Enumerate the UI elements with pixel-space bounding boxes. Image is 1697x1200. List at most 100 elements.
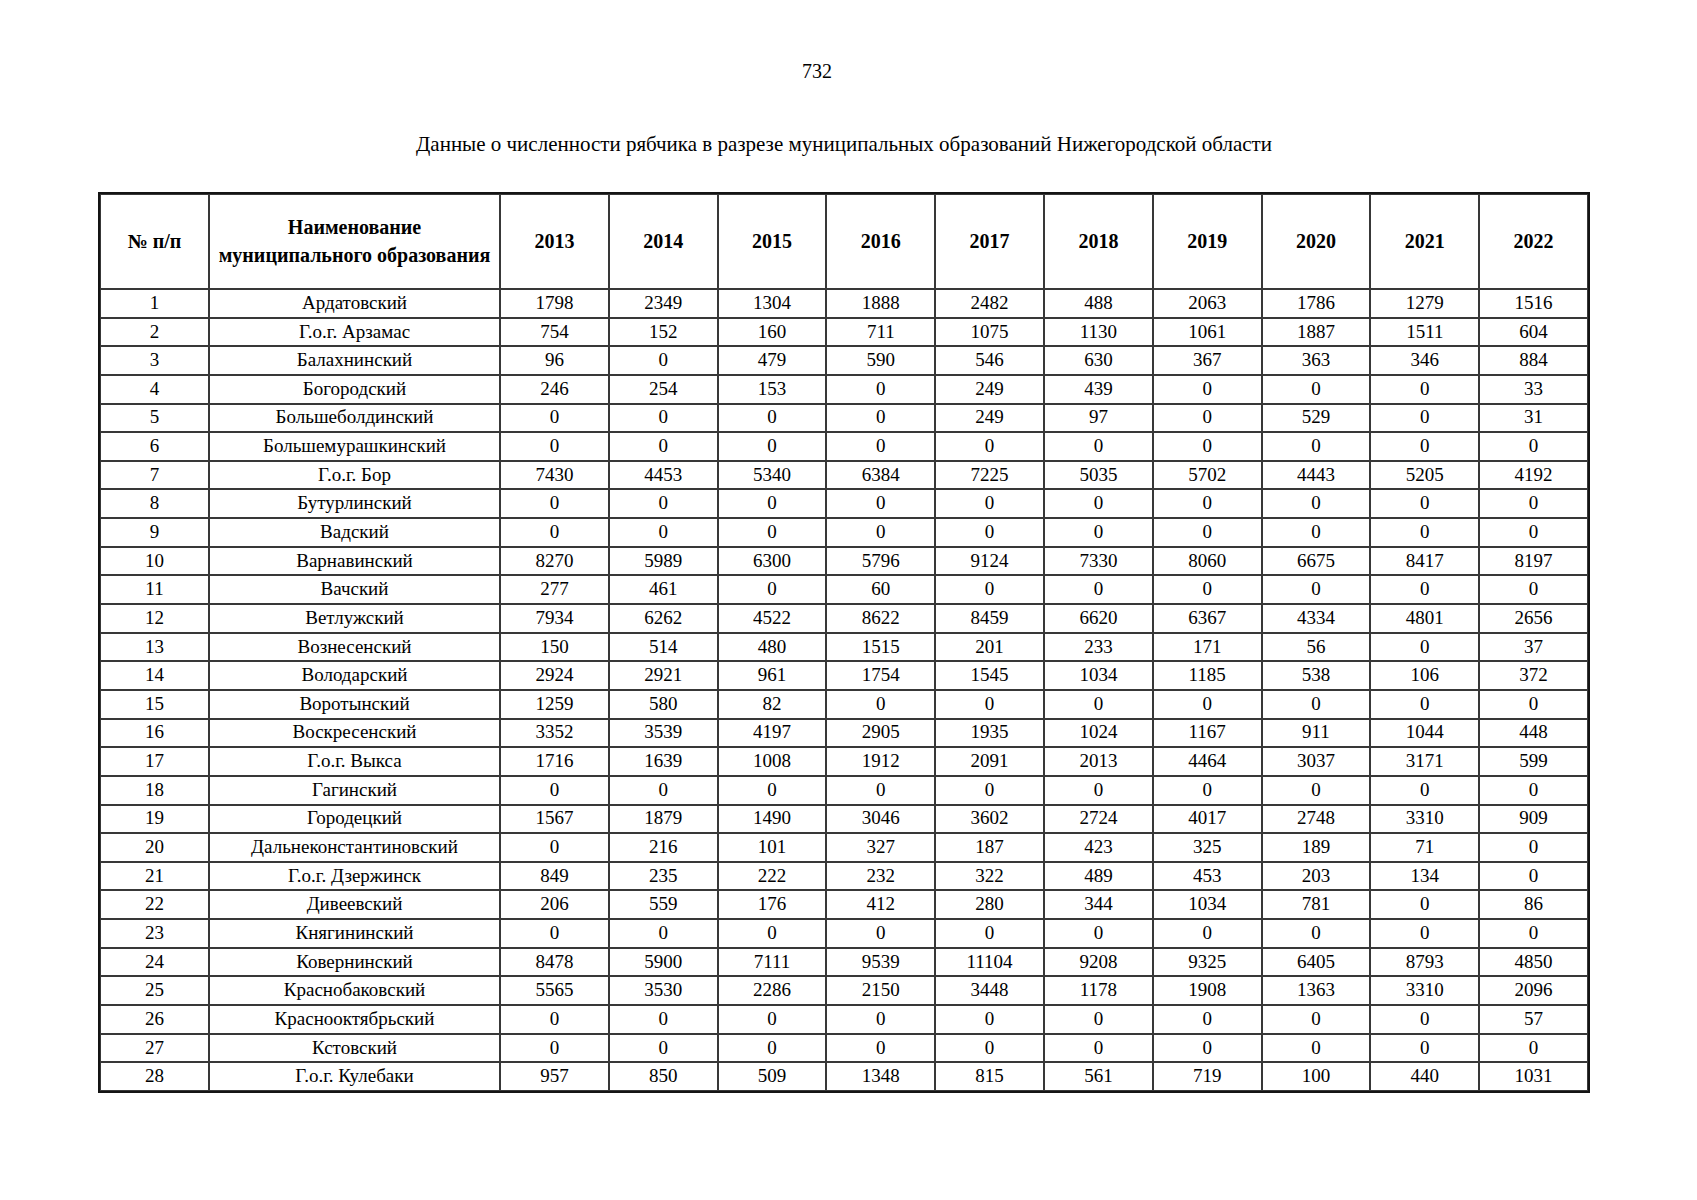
- document-title: Данные о численности рябчика в разрезе м…: [98, 132, 1590, 157]
- count-value: 3310: [1370, 805, 1479, 834]
- municipality-name: Воскресенский: [209, 719, 500, 748]
- count-value: 0: [1370, 690, 1479, 719]
- count-value: 3530: [609, 976, 718, 1005]
- row-number: 5: [100, 404, 209, 433]
- count-value: 6620: [1044, 604, 1153, 633]
- count-value: 8622: [826, 604, 935, 633]
- count-value: 1031: [1479, 1062, 1588, 1091]
- count-value: 546: [935, 346, 1044, 375]
- column-header-year: 2016: [826, 194, 935, 289]
- count-value: 850: [609, 1062, 718, 1091]
- count-value: 2748: [1262, 805, 1371, 834]
- municipality-name: Ковернинский: [209, 948, 500, 977]
- municipality-name: Дивеевский: [209, 890, 500, 919]
- table-row: 23Княгининский0000000000: [100, 919, 1588, 948]
- row-number: 6: [100, 432, 209, 461]
- count-value: 5205: [1370, 461, 1479, 490]
- count-value: 1511: [1370, 318, 1479, 347]
- count-value: 0: [609, 346, 718, 375]
- count-value: 97: [1044, 404, 1153, 433]
- count-value: 849: [500, 862, 609, 891]
- count-value: 0: [609, 489, 718, 518]
- count-value: 0: [1370, 890, 1479, 919]
- count-value: 0: [1153, 404, 1262, 433]
- count-value: 0: [826, 919, 935, 948]
- count-value: 246: [500, 375, 609, 404]
- municipality-name: Г.о.г. Бор: [209, 461, 500, 490]
- count-value: 0: [1370, 489, 1479, 518]
- count-value: 4453: [609, 461, 718, 490]
- column-header-year: 2017: [935, 194, 1044, 289]
- count-value: 160: [718, 318, 827, 347]
- count-value: 233: [1044, 633, 1153, 662]
- count-value: 0: [1044, 432, 1153, 461]
- count-value: 8793: [1370, 948, 1479, 977]
- count-value: 1075: [935, 318, 1044, 347]
- count-value: 134: [1370, 862, 1479, 891]
- count-value: 909: [1479, 805, 1588, 834]
- count-value: 176: [718, 890, 827, 919]
- count-value: 0: [1044, 575, 1153, 604]
- count-value: 0: [1262, 1034, 1371, 1063]
- count-value: 0: [500, 1005, 609, 1034]
- count-value: 280: [935, 890, 1044, 919]
- column-header-year: 2014: [609, 194, 718, 289]
- row-number: 26: [100, 1005, 209, 1034]
- count-value: 2150: [826, 976, 935, 1005]
- page-number: 732: [0, 60, 1634, 83]
- table-row: 14Володарский292429219611754154510341185…: [100, 661, 1588, 690]
- column-header-num: № п/п: [100, 194, 209, 289]
- table-head: № п/пНаименование муниципального образов…: [100, 194, 1588, 289]
- count-value: 9539: [826, 948, 935, 977]
- count-value: 96: [500, 346, 609, 375]
- count-value: 5035: [1044, 461, 1153, 490]
- count-value: 0: [718, 489, 827, 518]
- count-value: 1008: [718, 747, 827, 776]
- count-value: 0: [718, 518, 827, 547]
- count-value: 1185: [1153, 661, 1262, 690]
- table-row: 21Г.о.г. Дзержинск8492352222323224894532…: [100, 862, 1588, 891]
- count-value: 153: [718, 375, 827, 404]
- count-value: 106: [1370, 661, 1479, 690]
- row-number: 16: [100, 719, 209, 748]
- row-number: 21: [100, 862, 209, 891]
- count-value: 4443: [1262, 461, 1371, 490]
- count-value: 0: [609, 518, 718, 547]
- count-value: 5340: [718, 461, 827, 490]
- count-value: 9124: [935, 547, 1044, 576]
- count-value: 222: [718, 862, 827, 891]
- count-value: 0: [500, 489, 609, 518]
- count-value: 2013: [1044, 747, 1153, 776]
- count-value: 0: [1153, 919, 1262, 948]
- count-value: 489: [1044, 862, 1153, 891]
- count-value: 1639: [609, 747, 718, 776]
- municipality-name: Краснооктябрьский: [209, 1005, 500, 1034]
- count-value: 0: [1370, 633, 1479, 662]
- count-value: 479: [718, 346, 827, 375]
- count-value: 1912: [826, 747, 935, 776]
- count-value: 0: [1153, 690, 1262, 719]
- count-value: 0: [718, 575, 827, 604]
- row-number: 13: [100, 633, 209, 662]
- municipality-name: Городецкий: [209, 805, 500, 834]
- count-value: 2724: [1044, 805, 1153, 834]
- count-value: 440: [1370, 1062, 1479, 1091]
- count-value: 719: [1153, 1062, 1262, 1091]
- count-value: 8417: [1370, 547, 1479, 576]
- count-value: 0: [500, 919, 609, 948]
- municipality-name: Гагинский: [209, 776, 500, 805]
- count-value: 0: [935, 518, 1044, 547]
- count-value: 480: [718, 633, 827, 662]
- table-row: 24Ковернинский84785900711195391110492089…: [100, 948, 1588, 977]
- row-number: 28: [100, 1062, 209, 1091]
- count-value: 2905: [826, 719, 935, 748]
- count-value: 0: [1044, 518, 1153, 547]
- count-value: 7111: [718, 948, 827, 977]
- count-value: 1034: [1044, 661, 1153, 690]
- count-value: 0: [1153, 518, 1262, 547]
- count-value: 346: [1370, 346, 1479, 375]
- count-value: 0: [826, 489, 935, 518]
- count-value: 1178: [1044, 976, 1153, 1005]
- municipality-name: Г.о.г. Арзамас: [209, 318, 500, 347]
- count-value: 0: [1153, 375, 1262, 404]
